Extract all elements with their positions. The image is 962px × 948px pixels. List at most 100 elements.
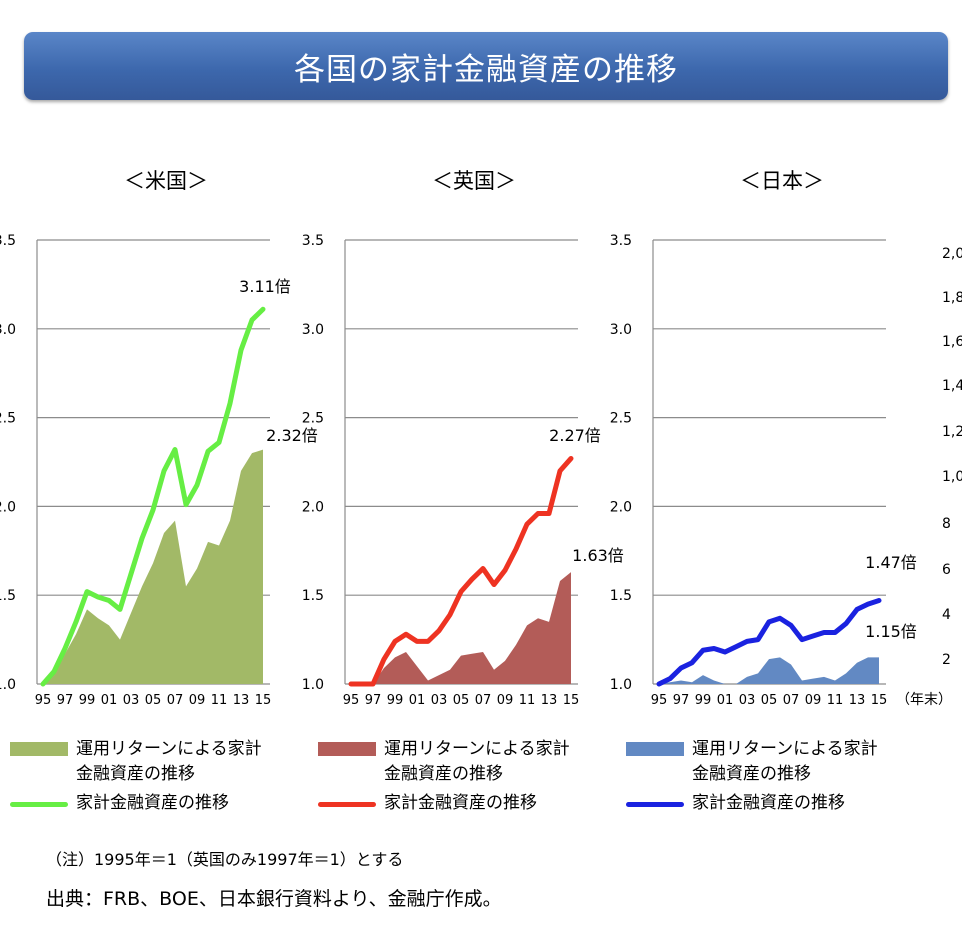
x-tick-label: 13 xyxy=(541,693,558,708)
chart-title-us: ＜米国＞ xyxy=(124,169,208,193)
y-tick-label: 3.5 xyxy=(0,233,16,249)
y-tick-label: 3.0 xyxy=(0,322,16,338)
y-tick-label: 2.0 xyxy=(302,499,324,515)
x-tick-label: 09 xyxy=(805,693,822,708)
source-citation: 出典：FRB、BOE、日本銀行資料より、金融庁作成。 xyxy=(46,888,502,910)
partial-axis-label: 1,2 xyxy=(942,424,962,440)
x-tick-label: 15 xyxy=(871,693,888,708)
y-tick-label: 1.0 xyxy=(610,677,632,693)
x-tick-label: 15 xyxy=(255,693,272,708)
legend-item-area: 運用リターンによる家計 金融資産の推移 xyxy=(10,737,262,787)
line-series xyxy=(348,455,574,687)
legend-label: 運用リターンによる家計 金融資産の推移 xyxy=(76,739,262,784)
y-tick-label: 2.0 xyxy=(0,499,16,515)
y-tick-label: 2.0 xyxy=(610,499,632,515)
footnote: （注）1995年＝1（英国のみ1997年＝1）とする xyxy=(46,850,404,869)
x-tick-label: 97 xyxy=(57,693,74,708)
area-series xyxy=(351,572,571,684)
partial-axis-label: 1,0 xyxy=(942,469,962,485)
legend-item-area: 運用リターンによる家計 金融資産の推移 xyxy=(318,737,570,787)
x-tick-label: 03 xyxy=(123,693,140,708)
chart-uk: 1.0 1.5 2.0 2.5 3.0 3.5 95 97 99 01 03 05 07 09 11 13 15… xyxy=(302,233,624,708)
legend-label: 家計金融資産の推移 xyxy=(692,793,845,813)
data-label: 1.15倍 xyxy=(865,622,917,641)
data-label: 1.63倍 xyxy=(572,546,624,565)
legend-item-line: 家計金融資産の推移 xyxy=(10,791,262,816)
x-tick-label: 15 xyxy=(563,693,580,708)
partial-axis-label: 1,4 xyxy=(942,378,962,394)
x-tick-label: 11 xyxy=(211,693,228,708)
y-tick-label: 1.5 xyxy=(610,588,632,604)
partial-axis-label: 4 xyxy=(942,607,951,623)
data-label: 3.11倍 xyxy=(239,277,291,296)
y-tick-label: 1.0 xyxy=(0,677,16,693)
line-series xyxy=(40,306,266,687)
chart-us: 1.0 1.5 2.0 2.5 3.0 3.5 95 97 99 01 03 05 07 09 11 13 15… xyxy=(0,233,318,708)
x-tick-label: 05 xyxy=(145,693,162,708)
legend-swatch-line xyxy=(10,802,68,807)
partial-axis-label: 8 xyxy=(942,516,951,532)
legend-swatch-line xyxy=(318,802,376,807)
x-axis-unit-label: （年末） xyxy=(896,692,952,708)
x-tick-label: 11 xyxy=(519,693,536,708)
legend-us: 運用リターンによる家計 金融資産の推移 家計金融資産の推移 xyxy=(10,737,262,820)
legend-item-line: 家計金融資産の推移 xyxy=(626,791,878,816)
x-tick-label: 97 xyxy=(673,693,690,708)
legend-swatch-line xyxy=(626,802,684,807)
partial-axis-label: 2,0 xyxy=(942,246,962,262)
x-tick-label: 07 xyxy=(783,693,800,708)
x-tick-label: 13 xyxy=(849,693,866,708)
legend-label: 運用リターンによる家計 金融資産の推移 xyxy=(692,739,878,784)
x-tick-label: 05 xyxy=(453,693,470,708)
legend-item-line: 家計金融資産の推移 xyxy=(318,791,570,816)
y-tick-label: 2.5 xyxy=(302,411,324,427)
x-tick-label: 03 xyxy=(431,693,448,708)
x-tick-label: 99 xyxy=(79,693,96,708)
data-label: 2.27倍 xyxy=(549,426,601,445)
legend-label: 家計金融資産の推移 xyxy=(76,793,229,813)
legend-japan: 運用リターンによる家計 金融資産の推移 家計金融資産の推移 xyxy=(626,737,878,820)
x-tick-label: 95 xyxy=(651,693,668,708)
legend-uk: 運用リターンによる家計 金融資産の推移 家計金融資産の推移 xyxy=(318,737,570,820)
area-series xyxy=(43,449,263,684)
x-tick-label: 11 xyxy=(827,693,844,708)
page-title: 各国の家計金融資産の推移 xyxy=(24,32,948,100)
y-tick-label: 3.0 xyxy=(610,322,632,338)
line-series xyxy=(656,598,882,687)
x-tick-label: 01 xyxy=(101,693,118,708)
data-label: 2.32倍 xyxy=(266,426,318,445)
x-tick-label: 05 xyxy=(761,693,778,708)
y-tick-label: 1.5 xyxy=(302,588,324,604)
x-tick-label: 95 xyxy=(35,693,52,708)
chart-title-japan: ＜日本＞ xyxy=(740,169,824,193)
x-tick-label: 99 xyxy=(695,693,712,708)
legend-label: 家計金融資産の推移 xyxy=(384,793,537,813)
x-tick-label: 97 xyxy=(365,693,382,708)
legend-swatch-area xyxy=(10,742,68,756)
area-series xyxy=(659,657,879,684)
x-tick-label: 13 xyxy=(233,693,250,708)
legend-item-area: 運用リターンによる家計 金融資産の推移 xyxy=(626,737,878,787)
partial-axis-label: 1,8 xyxy=(942,290,962,306)
y-tick-label: 2.5 xyxy=(0,411,16,427)
y-tick-label: 3.5 xyxy=(610,233,632,249)
y-tick-label: 1.5 xyxy=(0,588,16,604)
x-tick-label: 01 xyxy=(717,693,734,708)
y-tick-label: 1.0 xyxy=(302,677,324,693)
partial-axis-label: 6 xyxy=(942,562,951,578)
chart-japan: 1.0 1.5 2.0 2.5 3.0 3.5 95 97 99 01 03 05 07 09 11 13 15… xyxy=(610,233,917,708)
x-tick-label: 09 xyxy=(189,693,206,708)
data-label: 1.47倍 xyxy=(865,553,917,572)
x-tick-label: 09 xyxy=(497,693,514,708)
legend-swatch-area xyxy=(626,742,684,756)
y-tick-label: 2.5 xyxy=(610,411,632,427)
legend-label: 運用リターンによる家計 金融資産の推移 xyxy=(384,739,570,784)
y-tick-label: 3.5 xyxy=(302,233,324,249)
x-tick-label: 99 xyxy=(387,693,404,708)
partial-axis-label: 1,6 xyxy=(942,334,962,350)
legend-swatch-area xyxy=(318,742,376,756)
x-tick-label: 07 xyxy=(167,693,184,708)
x-tick-label: 01 xyxy=(409,693,426,708)
x-tick-label: 07 xyxy=(475,693,492,708)
